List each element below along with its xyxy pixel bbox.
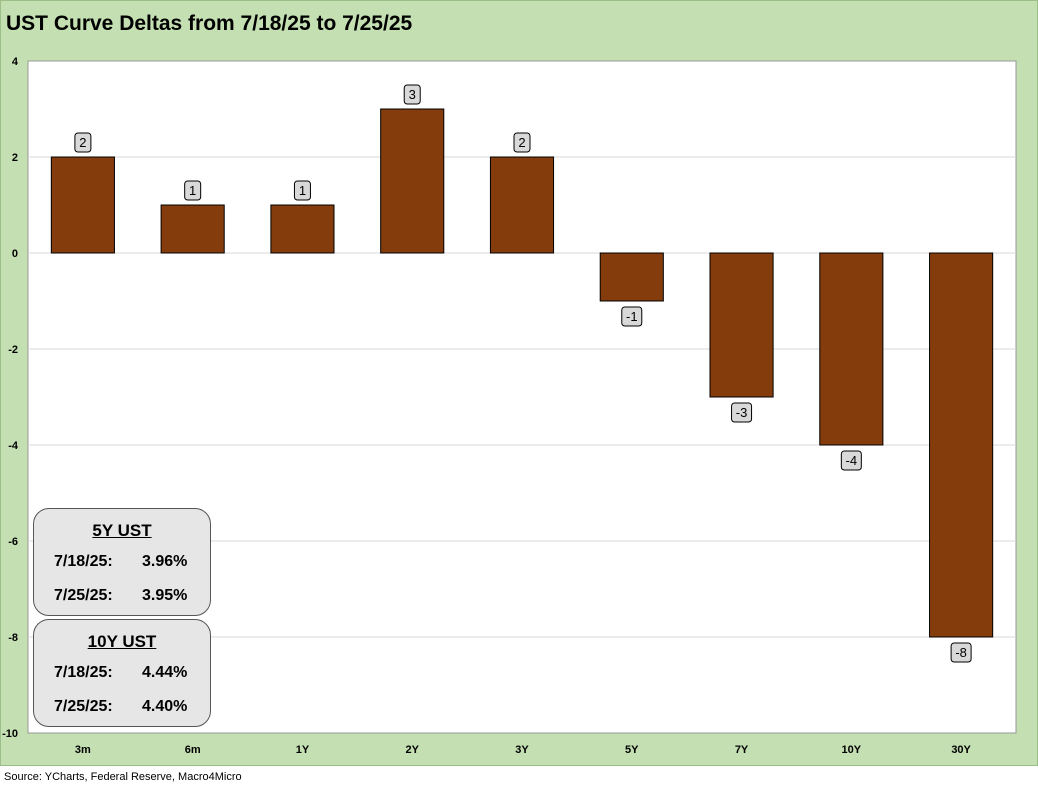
x-tick-label: 2Y xyxy=(405,744,419,756)
data-label-box xyxy=(184,180,202,201)
bar xyxy=(929,252,994,638)
data-label-box xyxy=(950,642,972,663)
data-label: -4 xyxy=(840,450,862,471)
x-tick-label: 30Y xyxy=(951,744,971,756)
info-box-value: 4.40% xyxy=(142,698,188,715)
data-label-box xyxy=(621,306,643,327)
info-box-row: 7/25/25: 4.40% xyxy=(54,698,210,716)
x-tick-label: 10Y xyxy=(842,744,862,756)
data-label-text: 3 xyxy=(409,87,416,102)
bar xyxy=(270,204,335,254)
info-box-title: 10Y UST xyxy=(87,632,157,651)
data-label-text: -8 xyxy=(955,645,967,660)
info-box-date: 7/25/25: xyxy=(54,587,113,604)
bar xyxy=(819,252,884,446)
y-tick-label: -8 xyxy=(8,632,18,644)
data-label: -3 xyxy=(731,402,753,423)
data-label-text: 1 xyxy=(189,183,196,198)
info-box-title: 5Y UST xyxy=(92,521,152,540)
x-tick-label: 5Y xyxy=(625,744,639,756)
x-axis-ticks: 3m 6m 1Y 2Y 3Y 5Y 7Y 10Y 30Y xyxy=(75,744,972,756)
data-label-box xyxy=(513,132,531,153)
info-box-row: 7/18/25: 4.44% xyxy=(54,664,210,682)
bar xyxy=(50,156,115,254)
info-box-value: 3.96% xyxy=(142,553,188,570)
info-box-row: 7/18/25: 3.96% xyxy=(54,553,210,571)
data-label-text: 2 xyxy=(79,135,86,150)
y-axis-ticks: 4 2 0 -2 -4 -6 -8 -10 xyxy=(2,56,19,740)
data-label-box xyxy=(840,450,862,471)
data-label-box xyxy=(74,132,92,153)
y-tick-label: 4 xyxy=(12,56,19,68)
y-tick-label: 2 xyxy=(12,152,18,164)
x-tick-label: 1Y xyxy=(296,744,310,756)
y-tick-label: -4 xyxy=(8,440,19,452)
bars xyxy=(50,108,994,638)
source-note: Source: YCharts, Federal Reserve, Macro4… xyxy=(4,771,242,783)
info-box-value: 3.95% xyxy=(142,587,188,604)
x-tick-label: 6m xyxy=(185,744,201,756)
info-box-10y: 10Y UST 7/18/25: 4.44% 7/25/25: 4.40% xyxy=(33,619,211,727)
bar xyxy=(489,156,555,254)
info-box-date: 7/18/25: xyxy=(54,553,113,570)
data-label-box xyxy=(731,402,753,423)
y-tick-label: -2 xyxy=(8,344,18,356)
data-label-text: -3 xyxy=(736,405,748,420)
bar xyxy=(380,108,445,254)
data-label: 1 xyxy=(293,180,311,201)
info-box-5y: 5Y UST 7/18/25: 3.96% 7/25/25: 3.95% xyxy=(33,508,211,616)
data-label: 3 xyxy=(403,84,421,105)
data-label: 2 xyxy=(513,132,531,153)
data-label-text: 2 xyxy=(518,135,525,150)
bar xyxy=(160,204,225,254)
x-tick-label: 3Y xyxy=(515,744,529,756)
info-box-value: 4.44% xyxy=(142,664,188,681)
info-box-date: 7/25/25: xyxy=(54,698,113,715)
info-box-row: 7/25/25: 3.95% xyxy=(54,587,210,605)
data-label: -8 xyxy=(950,642,972,663)
y-tick-label: 0 xyxy=(12,248,18,260)
x-tick-label: 3m xyxy=(75,744,91,756)
data-label: -1 xyxy=(621,306,643,327)
y-tick-label: -10 xyxy=(2,728,18,740)
data-label-text: 1 xyxy=(299,183,306,198)
chart-title: UST Curve Deltas from 7/18/25 to 7/25/25 xyxy=(6,12,413,35)
data-label: 1 xyxy=(184,180,202,201)
bar xyxy=(599,252,664,302)
x-tick-label: 7Y xyxy=(735,744,749,756)
data-label-box xyxy=(403,84,421,105)
info-box-date: 7/18/25: xyxy=(54,664,113,681)
y-tick-label: -6 xyxy=(8,536,18,548)
data-label-text: -4 xyxy=(846,453,858,468)
data-label: 2 xyxy=(74,132,92,153)
data-label-text: -1 xyxy=(626,309,638,324)
data-label-box xyxy=(293,180,311,201)
data-labels: 2 1 1 3 2 -1 -3 -4 -8 xyxy=(74,84,972,663)
bar xyxy=(709,252,774,398)
